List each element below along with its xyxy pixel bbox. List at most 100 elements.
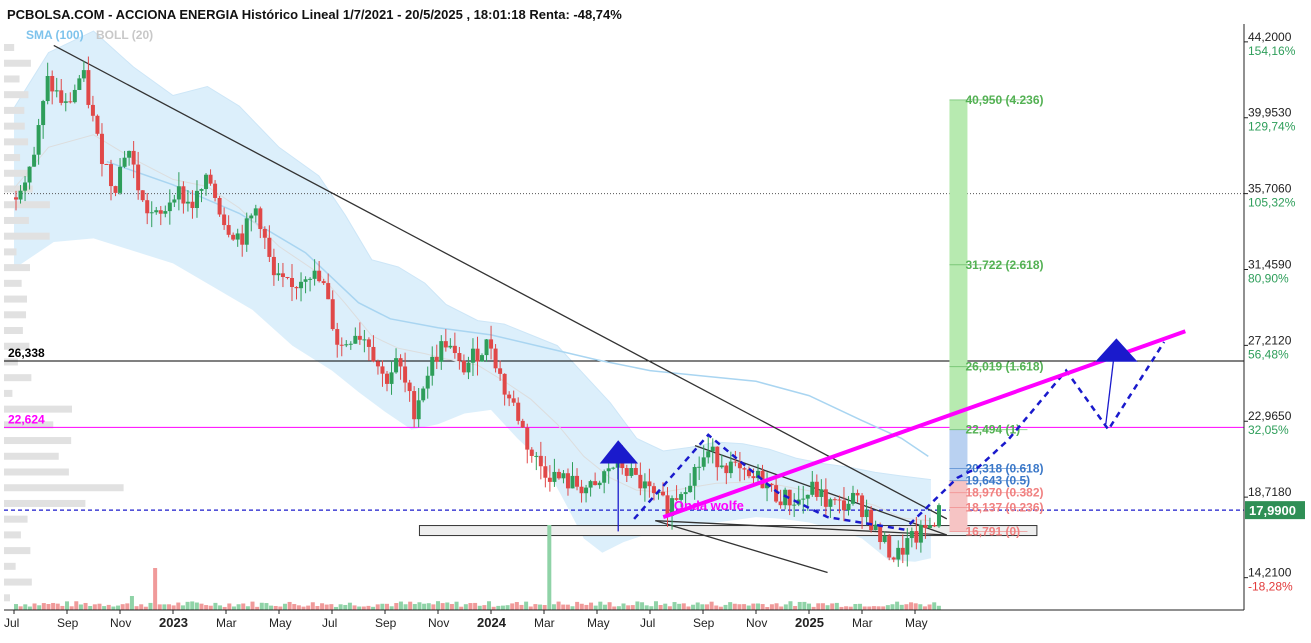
- candle-body: [27, 166, 32, 183]
- candle-body: [593, 481, 598, 486]
- fib-zone-red: [949, 480, 968, 532]
- candle-body: [823, 489, 828, 507]
- volume-bar: [700, 604, 705, 610]
- volume-bar: [626, 605, 631, 610]
- volume-bar: [681, 603, 686, 610]
- volume-bar: [454, 601, 459, 610]
- candle-body: [90, 104, 95, 116]
- volume-bar: [598, 601, 603, 610]
- volume-bar: [589, 602, 594, 610]
- volume-bar: [65, 601, 70, 610]
- candle-body: [185, 201, 190, 204]
- candle-body: [430, 356, 435, 376]
- candle-body: [701, 457, 706, 467]
- candle-body: [543, 466, 548, 478]
- candle-body: [710, 446, 715, 452]
- volume-bar: [913, 603, 918, 610]
- candle-body: [14, 197, 18, 200]
- volume-bar: [32, 603, 37, 610]
- volume-bar: [765, 606, 770, 610]
- y-tick-label: 39,9530: [1248, 106, 1292, 120]
- volume-bar: [264, 603, 269, 610]
- volume-bar: [41, 603, 46, 610]
- candle-body: [715, 446, 720, 468]
- candle-body: [36, 125, 41, 155]
- y-tick-label: 31,4590: [1248, 257, 1292, 271]
- volume-bar: [890, 604, 895, 610]
- candle-body: [72, 89, 77, 103]
- candle-body: [769, 483, 774, 486]
- x-tick-label: Sep: [57, 616, 79, 630]
- candle-body: [516, 402, 521, 421]
- volume-bar: [807, 603, 812, 610]
- x-tick-label: 2023: [159, 615, 188, 630]
- candle-body: [190, 201, 195, 209]
- volume-profile-bar: [4, 232, 50, 240]
- candle-body: [891, 557, 896, 560]
- volume-bar: [737, 604, 742, 610]
- volume-profile-bar: [4, 264, 31, 272]
- candle-body: [226, 225, 231, 235]
- x-tick-label: Sep: [693, 616, 715, 630]
- candle-body: [724, 465, 729, 474]
- candle-body: [878, 524, 883, 543]
- x-tick-label: Nov: [428, 616, 449, 630]
- volume-bar: [514, 602, 519, 610]
- volume-bar: [524, 601, 529, 610]
- candle-body: [561, 473, 566, 479]
- candle-body: [534, 455, 539, 457]
- candle-body: [380, 366, 385, 374]
- volume-bar: [825, 605, 830, 610]
- volume-bar: [106, 604, 111, 610]
- x-tick-label: Nov: [110, 616, 131, 630]
- y-tick-percent: 129,74%: [1248, 120, 1296, 134]
- volume-bar: [143, 606, 148, 610]
- volume-bar: [816, 603, 821, 610]
- candle-body: [217, 197, 222, 215]
- volume-bar: [23, 604, 28, 610]
- volume-bar: [858, 603, 863, 610]
- volume-bar: [607, 602, 612, 610]
- y-tick-label: 14,2100: [1248, 566, 1292, 580]
- volume-profile-bar: [4, 342, 30, 350]
- candle-body: [249, 215, 254, 219]
- candle-body: [439, 341, 444, 362]
- volume-bar: [176, 602, 181, 610]
- volume-bar: [565, 604, 570, 610]
- candle-body: [176, 186, 181, 200]
- candle-body: [688, 485, 693, 493]
- volume-bar: [848, 606, 853, 610]
- x-tick-label: Mar: [216, 616, 237, 630]
- volume-bar: [55, 603, 60, 610]
- fibonacci-projection: 40,950 (4.236) 31,722 (2.618) 26,019 (1.61…: [949, 93, 1044, 539]
- candle-body: [575, 475, 580, 487]
- candle-body: [525, 427, 530, 450]
- volume-profile-bar: [4, 169, 31, 177]
- volume-profile-bar: [4, 452, 59, 460]
- volume-bar: [412, 604, 417, 610]
- x-tick-label: Mar: [534, 616, 555, 630]
- wolfe-wave-drawing: Onda wolfe: [599, 329, 1186, 532]
- volume-bar: [491, 606, 496, 610]
- volume-profile-bar: [4, 44, 15, 52]
- bollinger-band: [13, 30, 931, 562]
- volume-bar: [375, 604, 380, 610]
- volume-bar: [333, 606, 338, 610]
- candle-body: [41, 101, 46, 126]
- volume-profile-bar: [4, 106, 25, 114]
- volume-bar: [426, 603, 431, 610]
- candle-body: [882, 535, 887, 543]
- volume-bar: [338, 604, 343, 610]
- candle-body: [335, 329, 340, 345]
- candle-body: [624, 468, 629, 476]
- fib-level-label: 31,722 (2.618): [965, 258, 1043, 272]
- candle-body: [326, 283, 331, 300]
- volume-bar: [92, 604, 97, 610]
- volume-bar: [500, 605, 505, 610]
- volume-bar: [505, 605, 510, 610]
- x-tick-label: 2025: [795, 615, 824, 630]
- volume-bar: [909, 602, 914, 610]
- candle-body: [547, 477, 552, 482]
- volume-bar: [459, 606, 464, 610]
- candle-body: [579, 486, 584, 494]
